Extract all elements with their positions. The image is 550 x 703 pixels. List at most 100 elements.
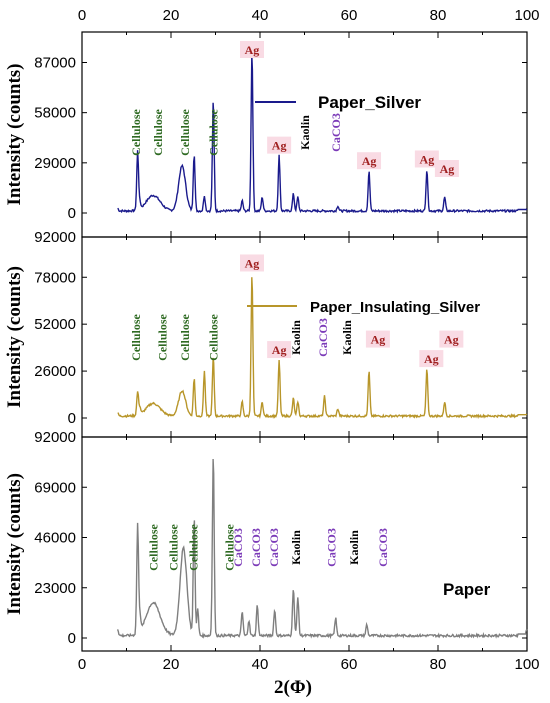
annotation-cellulose: Cellulose xyxy=(222,523,236,570)
annotation-cellulose: Cellulose xyxy=(151,108,165,155)
annotation-caco3: CaCO3 xyxy=(376,528,390,567)
ag-label: Ag xyxy=(444,333,459,347)
annotation-ag: Ag xyxy=(267,136,292,154)
annotation-ag: Ag xyxy=(419,350,444,368)
legend-label: Paper_Silver xyxy=(318,93,421,112)
ag-label-bg xyxy=(414,150,439,168)
peak-label-kaolin: Kaolin xyxy=(340,320,354,355)
annotation-ag: Ag xyxy=(414,150,439,168)
ag-label: Ag xyxy=(245,43,260,57)
annotation-cellulose: Cellulose xyxy=(178,108,192,155)
annotation-kaolin: Kaolin xyxy=(347,530,361,565)
y-tick-label-top: 92000 xyxy=(34,429,76,446)
annotation-caco3: CaCO3 xyxy=(267,528,281,567)
annotation-caco3: CaCO3 xyxy=(231,528,245,567)
y-tick-label: 46000 xyxy=(34,530,76,547)
peak-label-caco3: CaCO3 xyxy=(231,528,245,567)
series-line-bottom xyxy=(116,458,528,640)
peak-label-kaolin: Kaolin xyxy=(289,530,303,565)
annotation-cellulose: Cellulose xyxy=(147,523,161,570)
peak-label-cellulose: Cellulose xyxy=(147,523,161,570)
ag-label: Ag xyxy=(245,256,260,270)
peak-label-cellulose: Cellulose xyxy=(151,108,165,155)
peak-label-caco3: CaCO3 xyxy=(376,528,390,567)
peak-label-caco3: CaCO3 xyxy=(329,113,343,152)
ag-label-bg xyxy=(419,350,444,368)
y-tick-label-top: 92000 xyxy=(34,229,76,246)
legend-label: Paper xyxy=(443,580,491,599)
annotation-kaolin: Kaolin xyxy=(289,530,303,565)
annotation-cellulose: Cellulose xyxy=(207,313,221,360)
panel-bottom: 0 23000 46000 69000 92000 Intensity (counts) P… xyxy=(4,429,528,652)
x-tick-label-top: 80 xyxy=(430,7,447,24)
x-tick-label: 40 xyxy=(252,656,269,673)
x-tick-label-top: 20 xyxy=(163,7,180,24)
annotation-caco3: CaCO3 xyxy=(316,318,330,357)
y-axis-label: Intensity (counts) xyxy=(4,64,25,206)
ag-label-bg xyxy=(239,41,264,58)
x-tick-label: 80 xyxy=(430,656,447,673)
ag-label: Ag xyxy=(420,152,435,166)
plot-layer: 0 29000 58000 87000 Intensity (counts) Paper_… xyxy=(4,7,540,698)
annotation-ag: Ag xyxy=(239,41,264,58)
annotation-cellulose: Cellulose xyxy=(187,523,201,570)
y-tick-label: 69000 xyxy=(34,479,76,496)
annotation-kaolin: Kaolin xyxy=(340,320,354,355)
x-axis-label: 2(Φ) xyxy=(274,677,312,698)
x-tick-label: 60 xyxy=(341,656,358,673)
x-tick-label: 100 xyxy=(514,656,539,673)
series-line-top xyxy=(117,54,528,214)
annotation-caco3: CaCO3 xyxy=(329,113,343,152)
annotation-ag: Ag xyxy=(267,341,292,359)
peak-label-caco3: CaCO3 xyxy=(267,528,281,567)
annotation-cellulose: Cellulose xyxy=(178,313,192,360)
peak-label-cellulose: Cellulose xyxy=(178,313,192,360)
ag-label-bg xyxy=(357,152,382,170)
panel-top: 0 29000 58000 87000 Intensity (counts) Paper_… xyxy=(4,31,528,238)
peak-label-caco3: CaCO3 xyxy=(325,528,339,567)
ag-label: Ag xyxy=(272,343,287,357)
y-tick-label: 29000 xyxy=(34,155,76,172)
peak-label-cellulose: Cellulose xyxy=(187,523,201,570)
annotation-ag: Ag xyxy=(239,254,264,272)
annotation-cellulose: Cellulose xyxy=(167,523,181,570)
ag-label: Ag xyxy=(272,139,287,153)
ag-label-bg xyxy=(267,341,292,359)
x-tick-label-top: 100 xyxy=(514,7,539,24)
ag-label-bg xyxy=(267,136,292,154)
panel-middle: 0 26000 52000 78000 92000 Intensity (counts) P… xyxy=(4,229,528,438)
peak-label-cellulose: Cellulose xyxy=(207,313,221,360)
peak-label-cellulose: Cellulose xyxy=(222,523,236,570)
annotation-ag: Ag xyxy=(439,330,464,348)
annotation-ag: Ag xyxy=(357,152,382,170)
peak-label-cellulose: Cellulose xyxy=(129,108,143,155)
y-tick-label: 26000 xyxy=(34,363,76,380)
peak-label-kaolin: Kaolin xyxy=(347,530,361,565)
peak-label-caco3: CaCO3 xyxy=(249,528,263,567)
x-tick-label-top: 60 xyxy=(341,7,358,24)
y-tick-label: 87000 xyxy=(34,54,76,71)
ag-label-bg xyxy=(439,330,464,348)
annotation-caco3: CaCO3 xyxy=(249,528,263,567)
ag-label: Ag xyxy=(362,154,377,168)
annotation-ag: Ag xyxy=(434,160,459,177)
x-tick-label-top: 40 xyxy=(252,7,269,24)
y-tick-label: 0 xyxy=(68,630,76,647)
peak-label-cellulose: Cellulose xyxy=(156,313,170,360)
ag-label: Ag xyxy=(371,333,386,347)
x-tick-label-top: 0 xyxy=(78,7,86,24)
annotation-cellulose: Cellulose xyxy=(129,108,143,155)
ag-label-bg xyxy=(239,254,264,272)
peak-label-caco3: CaCO3 xyxy=(316,318,330,357)
x-tick-label: 0 xyxy=(78,656,86,673)
annotation-kaolin: Kaolin xyxy=(289,320,303,355)
y-tick-label: 78000 xyxy=(34,269,76,286)
peak-label-kaolin: Kaolin xyxy=(289,320,303,355)
y-axis-label: Intensity (counts) xyxy=(4,266,25,408)
ag-label: Ag xyxy=(424,352,439,366)
y-tick-label: 23000 xyxy=(34,580,76,597)
annotation-ag: Ag xyxy=(365,330,390,348)
peak-label-cellulose: Cellulose xyxy=(167,523,181,570)
peak-label-cellulose: Cellulose xyxy=(178,108,192,155)
peak-label-cellulose: Cellulose xyxy=(129,313,143,360)
